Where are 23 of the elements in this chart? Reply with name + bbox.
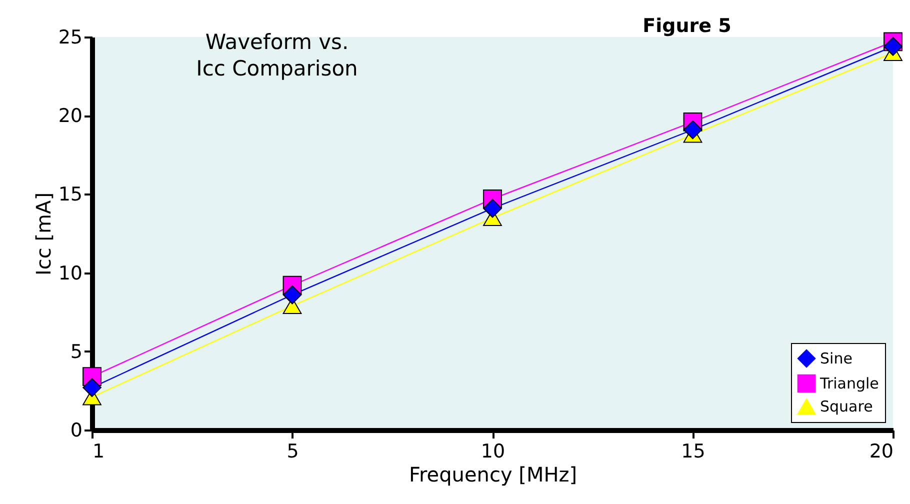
point: [683, 120, 702, 140]
point: [884, 36, 902, 56]
legend-label: Sine: [820, 350, 852, 368]
y-tick-label: 15: [58, 184, 82, 206]
y-tick-label: 0: [70, 420, 82, 442]
chart-title: Waveform vs. Icc Comparison: [196, 30, 358, 80]
x-tick-label: 15: [681, 440, 706, 462]
y-axis-title: Icc [mA]: [31, 192, 56, 276]
legend-label: Triangle: [819, 374, 879, 392]
x-tick-label: 20: [869, 440, 894, 462]
point: [82, 378, 102, 397]
y-tick-label: 5: [70, 340, 82, 363]
y-tick-label: 10: [58, 262, 82, 284]
y-tick-label: 20: [58, 105, 82, 128]
point: [282, 285, 302, 304]
legend-label: Square: [820, 398, 873, 416]
x-tick-label: 1: [92, 440, 105, 462]
point: [483, 198, 502, 218]
y-tick-label: 25: [58, 26, 82, 48]
x-axis-title: Frequency [MHz]: [408, 462, 578, 486]
x-tick-label: 10: [480, 440, 506, 462]
x-tick-label: 5: [286, 440, 299, 462]
caption: Figure 5: [642, 15, 732, 37]
